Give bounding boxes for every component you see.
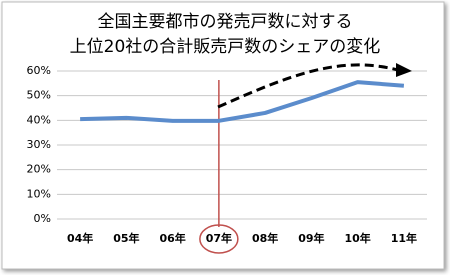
arrow-head xyxy=(396,63,412,77)
y-tick-label: 20% xyxy=(27,163,51,176)
x-tick-label: 11年 xyxy=(391,231,417,245)
chart-title: 上位20社の合計販売戸数のシェアの変化 xyxy=(70,37,381,57)
x-tick-label: 10年 xyxy=(344,231,370,245)
x-tick-label: 05年 xyxy=(113,231,139,245)
x-tick-label: 09年 xyxy=(298,231,324,245)
data-line xyxy=(80,80,405,123)
y-tick-label: 50% xyxy=(27,89,51,102)
annotations xyxy=(217,63,412,109)
y-tick-label: 10% xyxy=(27,187,51,200)
y-tick-label: 40% xyxy=(27,113,51,126)
x-tick-label: 07年 xyxy=(206,231,232,245)
y-tick-label: 60% xyxy=(27,64,51,77)
plot: 0% 10% 20% 30% 40% 50% 60% 04年 05年 06年 07年 08年 09年 10… xyxy=(27,64,427,254)
y-tick-label: 30% xyxy=(27,138,51,151)
x-tick-label: 08年 xyxy=(252,231,278,245)
x-tick-label: 06年 xyxy=(159,231,185,245)
highlight-circle xyxy=(199,224,239,254)
x-tick-label: 04年 xyxy=(67,231,93,245)
trend-arrow xyxy=(217,63,399,109)
chart-title: 全国主要都市の発売戸数に対する xyxy=(98,12,353,32)
y-tick-label: 0% xyxy=(34,212,51,225)
frame xyxy=(1,1,445,270)
